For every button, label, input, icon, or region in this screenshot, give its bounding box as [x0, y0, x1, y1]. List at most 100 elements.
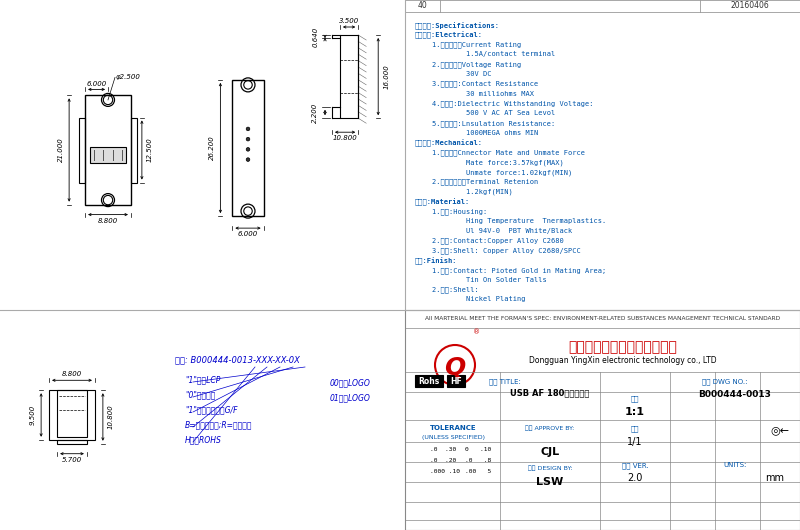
- Text: 料号: B000444-0013-XXX-XX-0X: 料号: B000444-0013-XXX-XX-0X: [175, 355, 300, 364]
- Text: B000444-0013: B000444-0013: [698, 390, 771, 399]
- Text: 30 milliohms MAX: 30 milliohms MAX: [415, 91, 534, 96]
- Bar: [49, 390, 95, 440]
- Text: 5.绕缘阻抗:Lnsulation Resistance:: 5.绕缘阻抗:Lnsulation Resistance:: [415, 120, 555, 127]
- Text: B=（吸型盘）;R=（卷装）: B=（吸型盘）;R=（卷装）: [185, 420, 253, 429]
- Text: 3.500: 3.500: [339, 18, 359, 24]
- Text: 26.200: 26.200: [210, 136, 215, 161]
- Text: UNITS:: UNITS:: [723, 462, 746, 468]
- Text: 9.500: 9.500: [30, 405, 36, 425]
- Text: "1"表示LCP: "1"表示LCP: [185, 375, 220, 384]
- Circle shape: [246, 127, 250, 131]
- Text: 审批 APPROVE BY:: 审批 APPROVE BY:: [526, 425, 574, 430]
- Bar: [57, 440, 87, 444]
- Bar: [57, 390, 87, 437]
- Text: CJL: CJL: [541, 447, 559, 457]
- Text: USB AF 180度直插防水: USB AF 180度直插防水: [510, 388, 590, 397]
- Text: (UNLESS SPECIFIED): (UNLESS SPECIFIED): [422, 435, 485, 440]
- Text: ®: ®: [474, 329, 481, 335]
- Circle shape: [246, 137, 250, 141]
- Text: mm: mm: [766, 473, 785, 483]
- Bar: [79, 118, 85, 182]
- Text: 8.800: 8.800: [62, 372, 82, 377]
- Bar: [131, 118, 137, 182]
- Text: .0   .8: .0 .8: [465, 458, 491, 463]
- Text: 3.接触阻抗:Contact Resistance: 3.接触阻抗:Contact Resistance: [415, 81, 538, 87]
- Text: Nickel Plating: Nickel Plating: [415, 296, 526, 303]
- Text: Ul 94V-0  PBT White/Black: Ul 94V-0 PBT White/Black: [415, 228, 572, 234]
- Text: 10.800: 10.800: [108, 404, 114, 429]
- Circle shape: [246, 147, 250, 151]
- Text: 1.额定电流：Current Rating: 1.额定电流：Current Rating: [415, 41, 522, 48]
- Text: .00   5: .00 5: [465, 469, 491, 474]
- Text: 品名 TITLE:: 品名 TITLE:: [489, 378, 521, 385]
- Text: 10.800: 10.800: [333, 135, 358, 141]
- Text: 原材料:Material:: 原材料:Material:: [415, 198, 470, 206]
- Bar: [233, 80, 264, 216]
- Text: 2.端子:Contact:Copper Alloy C2680: 2.端子:Contact:Copper Alloy C2680: [415, 237, 564, 244]
- Text: 2.外壳:Shell:: 2.外壳:Shell:: [415, 287, 478, 293]
- Text: TOLERANCE: TOLERANCE: [430, 425, 476, 431]
- Text: 比例: 比例: [630, 395, 639, 402]
- Text: 1.插拔力：Cnnector Mate and Unmate Force: 1.插拔力：Cnnector Mate and Unmate Force: [415, 149, 585, 156]
- Text: 3.外壳:Shell: Copper Alloy C2680/SPCC: 3.外壳:Shell: Copper Alloy C2680/SPCC: [415, 248, 581, 254]
- Text: 6.000: 6.000: [86, 82, 106, 87]
- Text: 电退:Finish:: 电退:Finish:: [415, 257, 458, 264]
- Text: HF: HF: [450, 376, 462, 385]
- Text: 6.000: 6.000: [238, 231, 258, 237]
- Text: 12.500: 12.500: [147, 138, 153, 162]
- Text: ◎←: ◎←: [770, 425, 790, 435]
- Text: 张数: 张数: [630, 425, 639, 431]
- Text: 5.700: 5.700: [62, 457, 82, 463]
- Text: Mate force:3.57kgf(MAX): Mate force:3.57kgf(MAX): [415, 159, 564, 166]
- Text: 1.5A/contact terminal: 1.5A/contact terminal: [415, 51, 555, 57]
- Text: 1.2kgf(MIN): 1.2kgf(MIN): [415, 189, 513, 195]
- Text: "1"表示端子镕金G/F: "1"表示端子镕金G/F: [185, 405, 238, 414]
- Text: 1:1: 1:1: [625, 407, 645, 417]
- Bar: [85, 95, 131, 205]
- Text: φ2.500: φ2.500: [116, 74, 141, 81]
- Text: Rohs: Rohs: [418, 376, 440, 385]
- Text: 2.额定电压：Voltage Rating: 2.额定电压：Voltage Rating: [415, 61, 522, 68]
- Text: 版本 VER.: 版本 VER.: [622, 462, 648, 469]
- Text: 物理性能:Mechanical:: 物理性能:Mechanical:: [415, 139, 483, 147]
- Text: 0.640: 0.640: [313, 26, 319, 47]
- Text: 2.0: 2.0: [627, 473, 642, 483]
- Text: 2.200: 2.200: [312, 102, 318, 122]
- Text: Hing Temperature  Tnermaplastics.: Hing Temperature Tnermaplastics.: [415, 218, 606, 224]
- Text: 电气特性:Electrical:: 电气特性:Electrical:: [415, 32, 483, 39]
- Bar: [415, 375, 443, 387]
- Text: "0"表示黑色: "0"表示黑色: [185, 390, 215, 399]
- Text: 图号 DWG NO.:: 图号 DWG NO.:: [702, 378, 748, 385]
- Text: Dongguan YingXin electronic technology co., LTD: Dongguan YingXin electronic technology c…: [529, 356, 716, 365]
- Text: 21.000: 21.000: [58, 138, 64, 162]
- Text: 00：有LOGO: 00：有LOGO: [330, 378, 371, 387]
- Text: 500 V AC AT Sea Levol: 500 V AC AT Sea Levol: [415, 110, 555, 116]
- Circle shape: [246, 158, 250, 161]
- Text: 40: 40: [417, 2, 427, 11]
- Text: .000 .10: .000 .10: [430, 469, 460, 474]
- Text: 1/1: 1/1: [627, 437, 642, 447]
- Text: 8.800: 8.800: [98, 218, 118, 224]
- Text: 2.端子保持力：Terminal Retenion: 2.端子保持力：Terminal Retenion: [415, 179, 538, 186]
- Text: Q: Q: [444, 355, 466, 379]
- Text: 东莞市颖鑫电子科技有限公司: 东莞市颖鑫电子科技有限公司: [568, 340, 677, 354]
- Text: 16.000: 16.000: [383, 64, 389, 89]
- Text: 设计 DESIGN BY:: 设计 DESIGN BY:: [528, 465, 572, 471]
- Text: .0  .20: .0 .20: [430, 458, 456, 463]
- Text: 20160406: 20160406: [730, 2, 770, 11]
- Text: Unmate force:1.02kgf(MIN): Unmate force:1.02kgf(MIN): [415, 169, 572, 175]
- Bar: [340, 35, 358, 118]
- Bar: [447, 375, 465, 387]
- Text: 规格说明:Specifications:: 规格说明:Specifications:: [415, 22, 500, 30]
- Text: 30V DC: 30V DC: [415, 71, 491, 77]
- Text: 1.塑胶:Housing:: 1.塑胶:Housing:: [415, 208, 487, 215]
- Text: 1.端子:Contact: Pioted Gold in Mating Area;: 1.端子:Contact: Pioted Gold in Mating Area…: [415, 267, 606, 273]
- Text: H表示ROHS: H表示ROHS: [185, 435, 222, 444]
- Bar: [90, 147, 126, 163]
- Text: 4.耔电压:Dielectric Withstanding Voltage:: 4.耔电压:Dielectric Withstanding Voltage:: [415, 100, 594, 107]
- Text: Tin On Solder Talls: Tin On Solder Talls: [415, 277, 546, 283]
- Text: LSW: LSW: [536, 477, 564, 487]
- Text: 0   .10: 0 .10: [465, 447, 491, 452]
- Text: .0  .30: .0 .30: [430, 447, 456, 452]
- Bar: [405, 310, 800, 530]
